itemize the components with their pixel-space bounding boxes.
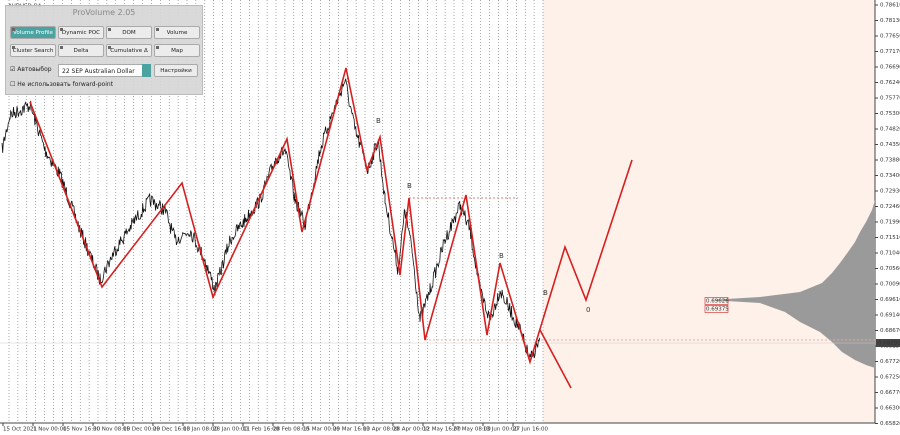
mode-button[interactable]: Delta	[58, 44, 104, 57]
time-label: 15 Mar 00:00	[303, 427, 340, 433]
mode-button[interactable]: DOM	[106, 26, 152, 39]
icon	[60, 28, 63, 31]
mode-button[interactable]: Cluster Search	[10, 44, 56, 57]
icon	[156, 46, 159, 49]
wave-label: B	[376, 117, 381, 125]
instrument-select[interactable]: 22 SEP Australian Dollar	[58, 64, 144, 77]
label: Delta	[73, 48, 89, 54]
wave-label: B	[499, 252, 504, 260]
panel-title: ProVolume 2.05	[72, 8, 136, 17]
icon	[156, 28, 159, 31]
icon	[12, 28, 15, 31]
current-price: 0.68292	[878, 341, 900, 347]
profile-label-box	[704, 297, 729, 305]
time-label: 29 Mar 16:00	[333, 427, 370, 433]
icon	[12, 46, 15, 49]
wave-label: B	[543, 289, 548, 297]
time-label: 12 May 16:00	[423, 427, 461, 433]
mode-button[interactable]: Volume Profile	[10, 26, 56, 39]
label: Volume Profile	[13, 30, 53, 36]
mode-button[interactable]: Volume	[154, 26, 200, 39]
volume-profile	[710, 200, 875, 368]
current-price-box	[876, 339, 900, 347]
label: Volume	[166, 30, 188, 36]
settings-button[interactable]: Настройки	[154, 64, 198, 77]
dropdown-arrow[interactable]	[142, 64, 151, 77]
auto-select-checkbox[interactable]: ☑ Автовыбор	[10, 66, 52, 73]
icon	[108, 28, 111, 31]
time-label: 13 Jan 08:00	[183, 427, 218, 433]
label: Cluster Search	[12, 48, 54, 54]
profile-label: 0.69626	[706, 299, 729, 305]
label: Cumulative Δ	[110, 48, 148, 54]
time-label: 15 Oct 2021	[3, 427, 37, 433]
time-label: 15 Nov 16:00	[63, 427, 101, 433]
time-label: 11 Feb 16:00	[243, 427, 280, 433]
time-label: 29 Dec 16:00	[153, 427, 190, 433]
time-label: 28 Feb 08:00	[273, 427, 310, 433]
mode-button[interactable]: Dynamic POC	[58, 26, 104, 39]
mode-button[interactable]: Cumulative Δ	[106, 44, 152, 57]
mode-button[interactable]: Map	[154, 44, 200, 57]
label: DOM	[122, 30, 136, 36]
time-label: 15 Dec 00:00	[123, 427, 160, 433]
forward-checkbox[interactable]: ☐ Не использовать forward-point	[10, 81, 114, 88]
time-label: 27 Jun 16:00	[513, 427, 548, 433]
label: Dynamic POC	[61, 30, 101, 36]
time-label: 30 Nov 08:00	[93, 427, 131, 433]
label: Map	[171, 48, 183, 54]
wave-line	[29, 67, 633, 365]
time-label: 1 Nov 00:00	[33, 427, 67, 433]
wave-label: B	[407, 182, 412, 190]
wave-line	[539, 329, 572, 389]
wave-label: 0	[586, 306, 590, 314]
time-label: 13 Jun 00:00	[483, 427, 518, 433]
icon	[108, 46, 111, 49]
time-label: 28 Jan 00:00	[213, 427, 248, 433]
time-label: 28 Apr 00:00	[393, 427, 429, 433]
profile-label-box	[704, 305, 729, 313]
provolume-panel: ProVolume 2.05 Volume Profile Dynamic POC…	[5, 5, 203, 95]
time-label: 13 Apr 08:00	[363, 427, 399, 433]
profile-label: 0.69375	[706, 307, 729, 313]
icon	[60, 46, 63, 49]
label: Автовыбор	[17, 66, 52, 73]
future-zone	[543, 0, 875, 423]
label: Не использовать forward-point	[17, 81, 114, 88]
time-label: 27 May 08:00	[453, 427, 491, 433]
